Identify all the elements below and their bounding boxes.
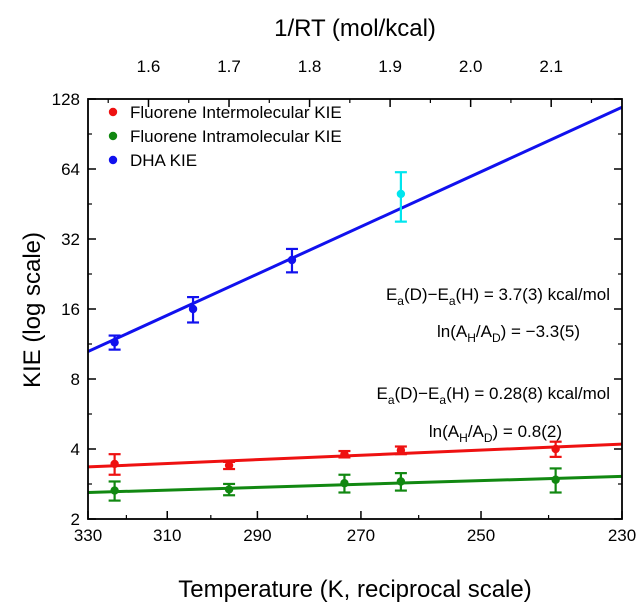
- fit-line-0: [88, 442, 622, 469]
- marker: [188, 304, 198, 314]
- marker: [224, 485, 234, 494]
- fit-line-2: [88, 105, 622, 353]
- x2-tick-label-1: 1.7: [217, 57, 241, 76]
- x2-tick-label-0: 1.6: [137, 57, 161, 76]
- data-point-1-2: [338, 473, 351, 494]
- annotation-1: ln(AH/AD) = −3.3(5): [437, 322, 580, 345]
- y-tick-label-6: 128: [52, 90, 80, 109]
- axes: 330 310 290 270 250 230 1.6 1.7 1.8 1.9 2.0 2.1 2 4 8 1…: [52, 57, 637, 545]
- legend-label-0: Fluorene Intermolecular KIE: [130, 103, 342, 122]
- legend-marker-0: [108, 107, 118, 117]
- y-tick-label-0: 2: [71, 510, 80, 529]
- fit-line-1: [88, 474, 622, 495]
- data-point-3-0: [394, 171, 407, 223]
- x2-tick-label-5: 2.1: [539, 57, 563, 76]
- x-tick-label-4: 250: [467, 526, 495, 545]
- marker: [340, 449, 349, 459]
- marker: [551, 475, 560, 484]
- y-tick-label-5: 64: [61, 160, 80, 179]
- data-point-0-2: [338, 449, 351, 459]
- marker: [110, 338, 119, 347]
- legend: Fluorene Intermolecular KIE Fluorene Intr…: [108, 103, 342, 170]
- marker: [224, 461, 234, 470]
- legend-label-2: DHA KIE: [130, 151, 197, 170]
- marker: [396, 477, 406, 486]
- annotation-2: Ea(D)−Ea(H) = 0.28(8) kcal/mol: [376, 384, 610, 407]
- data-point-2-1: [187, 296, 200, 324]
- plot-area: [88, 105, 622, 502]
- x-axis-title: Temperature (K, reciprocal scale): [178, 576, 531, 603]
- x2-axis-title: 1/RT (mol/kcal): [274, 15, 436, 42]
- legend-label-1: Fluorene Intramolecular KIE: [130, 127, 342, 146]
- x2-tick-label-3: 1.9: [378, 57, 402, 76]
- data-point-0-1: [223, 460, 236, 471]
- legend-marker-2: [108, 155, 118, 165]
- x-tick-label-1: 310: [153, 526, 181, 545]
- x2-tick-label-4: 2.0: [459, 57, 483, 76]
- x-tick-label-3: 270: [347, 526, 375, 545]
- y-tick-label-2: 8: [71, 370, 80, 389]
- y-axis-title: KIE (log scale): [19, 232, 46, 388]
- y-tick-label-4: 32: [61, 230, 80, 249]
- marker: [340, 479, 349, 488]
- x-tick-label-2: 290: [243, 526, 271, 545]
- data-point-1-3: [394, 472, 407, 492]
- data-point-0-0: [108, 453, 121, 476]
- y-tick-label-3: 16: [61, 300, 80, 319]
- x-tick-label-5: 230: [608, 526, 636, 545]
- data-point-1-1: [223, 482, 236, 497]
- annotation-3: ln(AH/AD) = 0.8(2): [429, 422, 562, 445]
- legend-marker-1: [108, 131, 118, 141]
- marker: [110, 486, 119, 495]
- data-point-1-4: [549, 467, 562, 494]
- annotation-0: Ea(D)−Ea(H) = 3.7(3) kcal/mol: [386, 285, 610, 308]
- data-point-1-0: [108, 480, 121, 502]
- marker: [287, 255, 297, 265]
- marker: [110, 459, 119, 469]
- data-point-2-2: [285, 247, 298, 274]
- x2-tick-label-2: 1.8: [298, 57, 322, 76]
- marker: [396, 446, 406, 455]
- y-tick-label-1: 4: [71, 440, 80, 459]
- x-tick-label-0: 330: [74, 526, 102, 545]
- marker: [551, 444, 560, 454]
- annotations: Ea(D)−Ea(H) = 3.7(3) kcal/mol ln(AH/AD) =…: [376, 285, 610, 445]
- data-point-2-0: [108, 334, 121, 351]
- data-point-0-3: [394, 445, 407, 456]
- marker: [396, 189, 406, 199]
- data-point-0-4: [549, 440, 562, 458]
